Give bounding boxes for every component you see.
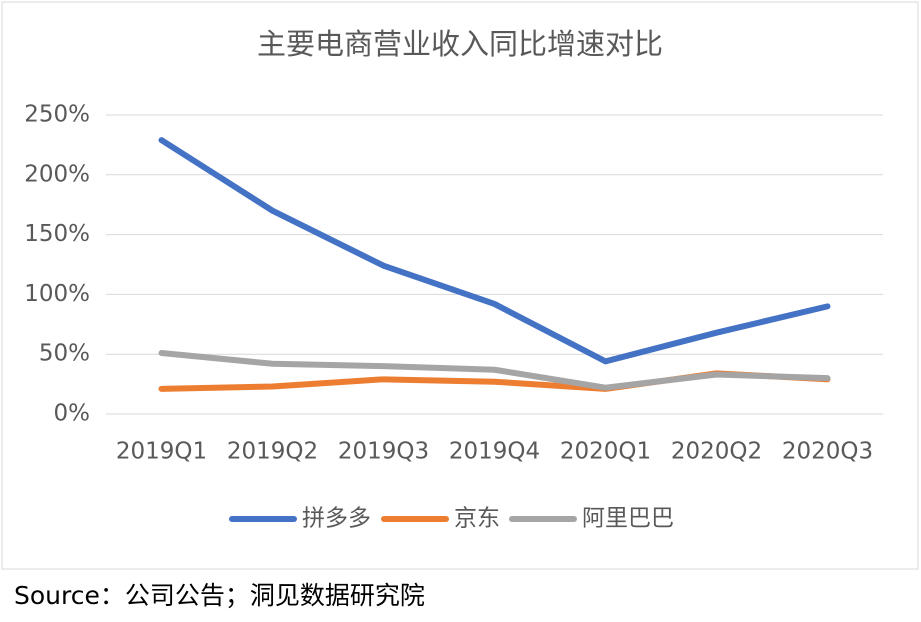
y-tick-label: 50%	[39, 341, 90, 367]
y-tick-label: 250%	[24, 102, 90, 128]
y-tick-label: 150%	[24, 221, 90, 247]
x-tick-label: 2019Q1	[116, 439, 207, 465]
x-tick-label: 2019Q3	[338, 439, 429, 465]
x-tick-label: 2020Q3	[782, 439, 873, 465]
y-tick-label: 100%	[24, 281, 90, 307]
x-tick-label: 2020Q2	[671, 439, 762, 465]
legend-label: 京东	[454, 506, 500, 532]
x-tick-label: 2019Q2	[227, 439, 318, 465]
y-tick-label: 0%	[54, 401, 91, 427]
series-line	[158, 350, 831, 391]
y-tick-label: 200%	[24, 161, 90, 187]
source-note: Source：公司公告；洞见数据研究院	[14, 581, 425, 610]
series-line	[158, 137, 831, 365]
chart-title: 主要电商营业收入同比增速对比	[257, 27, 663, 61]
x-tick-label: 2020Q1	[560, 439, 651, 465]
x-tick-label: 2019Q4	[449, 439, 540, 465]
chart-frame	[1, 1, 919, 570]
legend-label: 阿里巴巴	[582, 506, 674, 532]
legend-label: 拼多多	[302, 506, 371, 532]
